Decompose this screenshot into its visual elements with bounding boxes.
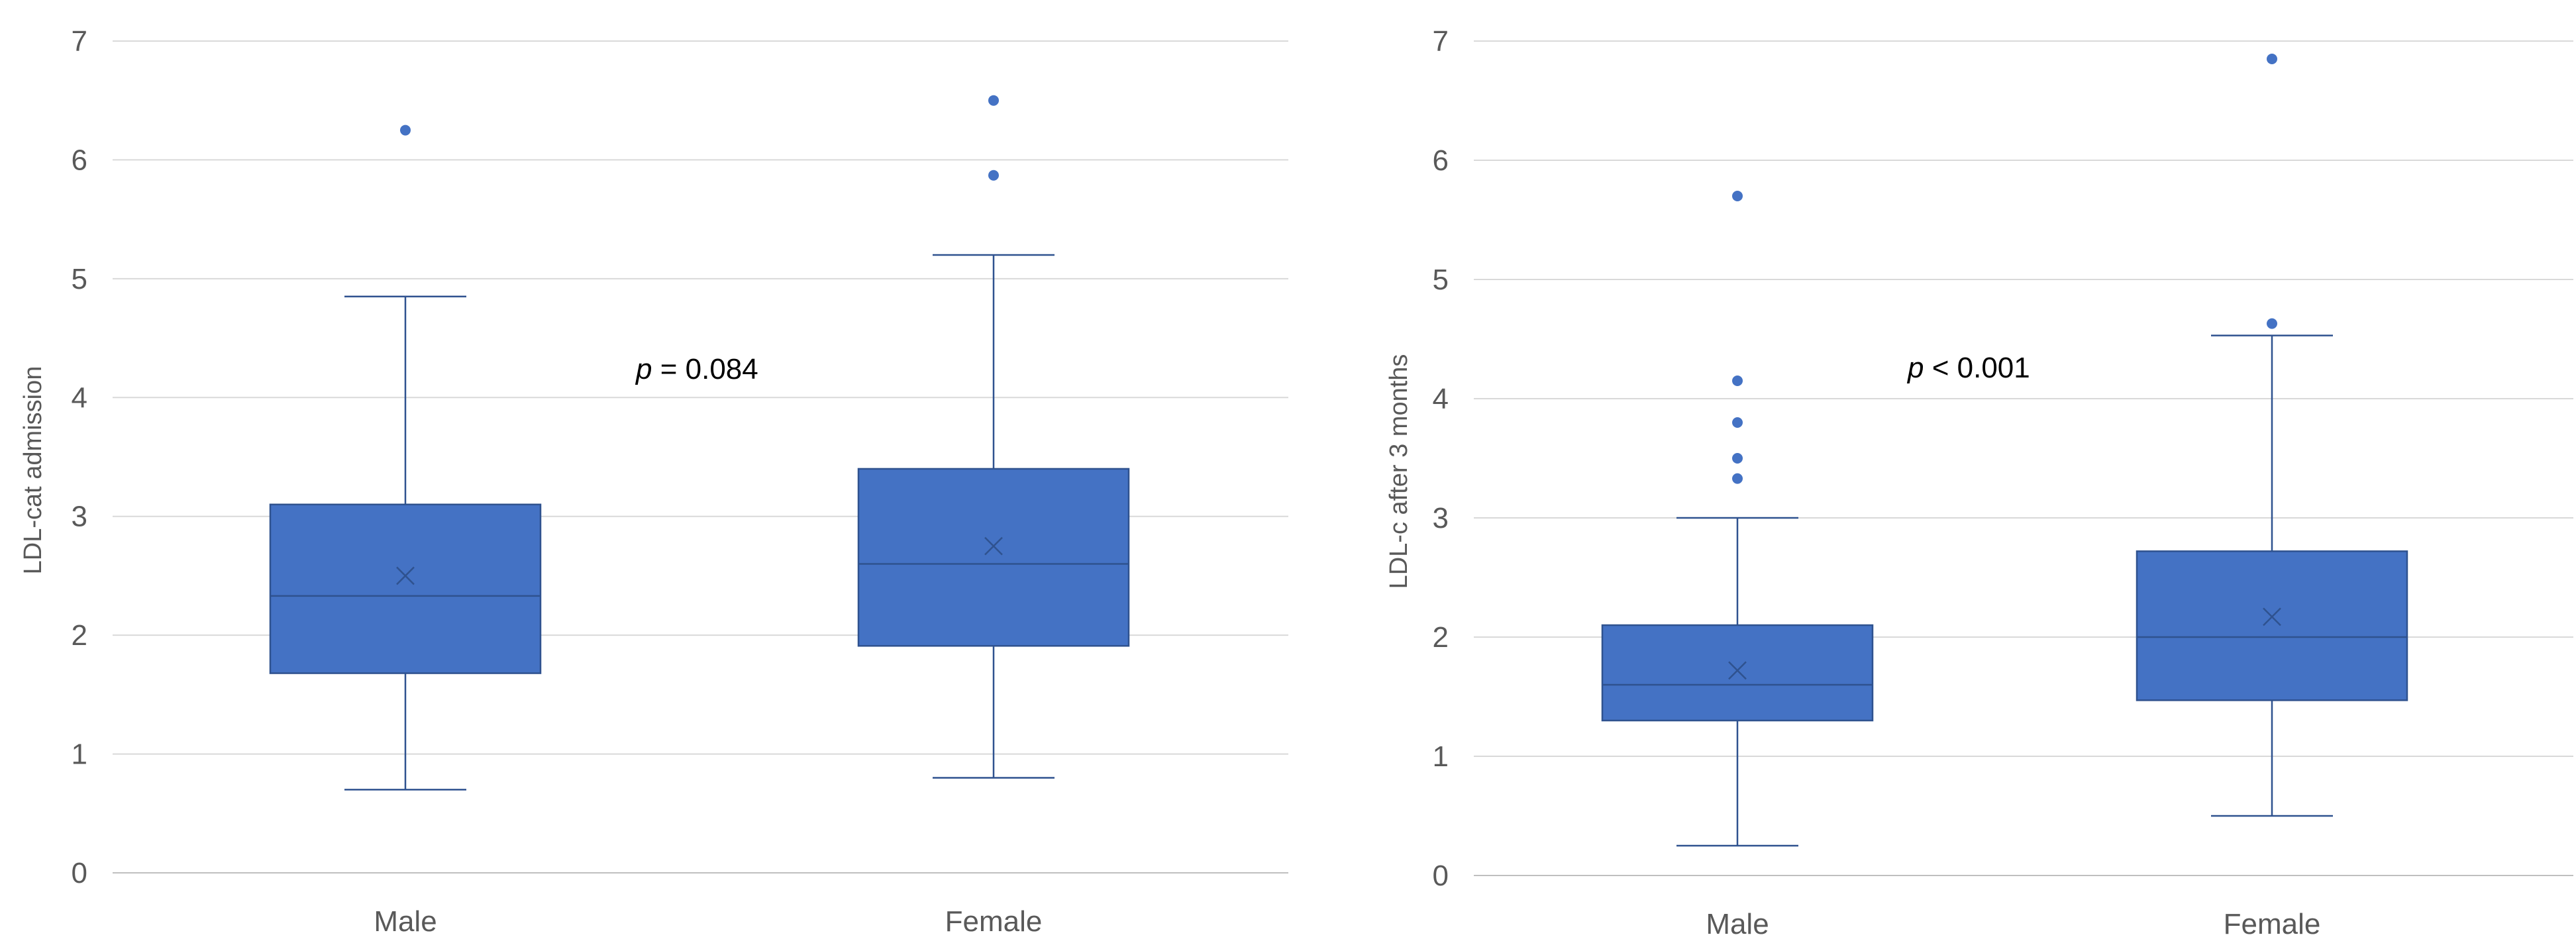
mean-marker [396, 566, 415, 585]
y-tick-label: 4 [1433, 383, 1449, 415]
y-tick-label: 5 [1433, 264, 1449, 296]
outlier-point [1732, 375, 1743, 386]
x-category-label: Female [2224, 908, 2321, 940]
p-value-annotation: p = 0.084 [635, 353, 758, 385]
outlier-point [1732, 473, 1743, 484]
y-tick-label: 7 [1433, 25, 1449, 58]
y-tick-label: 0 [72, 857, 87, 889]
x-category-label: Male [1706, 908, 1769, 940]
y-tick-label: 0 [1433, 860, 1449, 892]
box-male [269, 125, 542, 791]
x-category-label: Male [374, 905, 437, 938]
outlier-point [1732, 417, 1743, 428]
y-tick-label: 6 [1433, 144, 1449, 177]
y-tick-label: 1 [1433, 740, 1449, 773]
y-tick-label: 2 [72, 619, 87, 652]
y-axis-label: LDL-c after 3 months [1385, 354, 1413, 589]
outlier-point [1732, 191, 1743, 201]
box-female [2136, 54, 2408, 817]
y-tick-label: 5 [72, 263, 87, 295]
box-female [857, 95, 1130, 779]
outlier-point [400, 125, 411, 136]
outlier-point [988, 95, 999, 106]
chart-panel-2: 0 1 2 3 4 5 6 7 LDL-c after 3 months Male Female p … [1385, 25, 2573, 940]
iqr-box [269, 503, 542, 674]
chart-panel-1: 0 1 2 3 4 5 6 7 LDL-cat admission Male Female p = 0… [19, 25, 1288, 938]
outlier-point [1732, 453, 1743, 464]
box-male [1601, 191, 1874, 847]
y-tick-label: 6 [72, 144, 87, 176]
y-tick-label: 3 [1433, 502, 1449, 534]
y-tick-label: 7 [72, 25, 87, 58]
iqr-box [2136, 550, 2408, 701]
mean-marker [2263, 607, 2281, 626]
iqr-box [857, 468, 1130, 647]
y-tick-label: 1 [72, 738, 87, 771]
y-tick-label: 3 [72, 501, 87, 533]
mean-marker [1728, 661, 1747, 680]
y-tick-label: 4 [72, 381, 87, 414]
y-tick-label: 2 [1433, 621, 1449, 654]
outlier-point [2267, 54, 2277, 64]
p-value-annotation: p < 0.001 [1906, 352, 2030, 384]
x-category-label: Female [945, 905, 1043, 938]
mean-marker [984, 536, 1003, 556]
iqr-box [1601, 624, 1874, 722]
outlier-point [2267, 318, 2277, 329]
y-axis-label: LDL-cat admission [19, 366, 47, 575]
outlier-point [988, 170, 999, 181]
